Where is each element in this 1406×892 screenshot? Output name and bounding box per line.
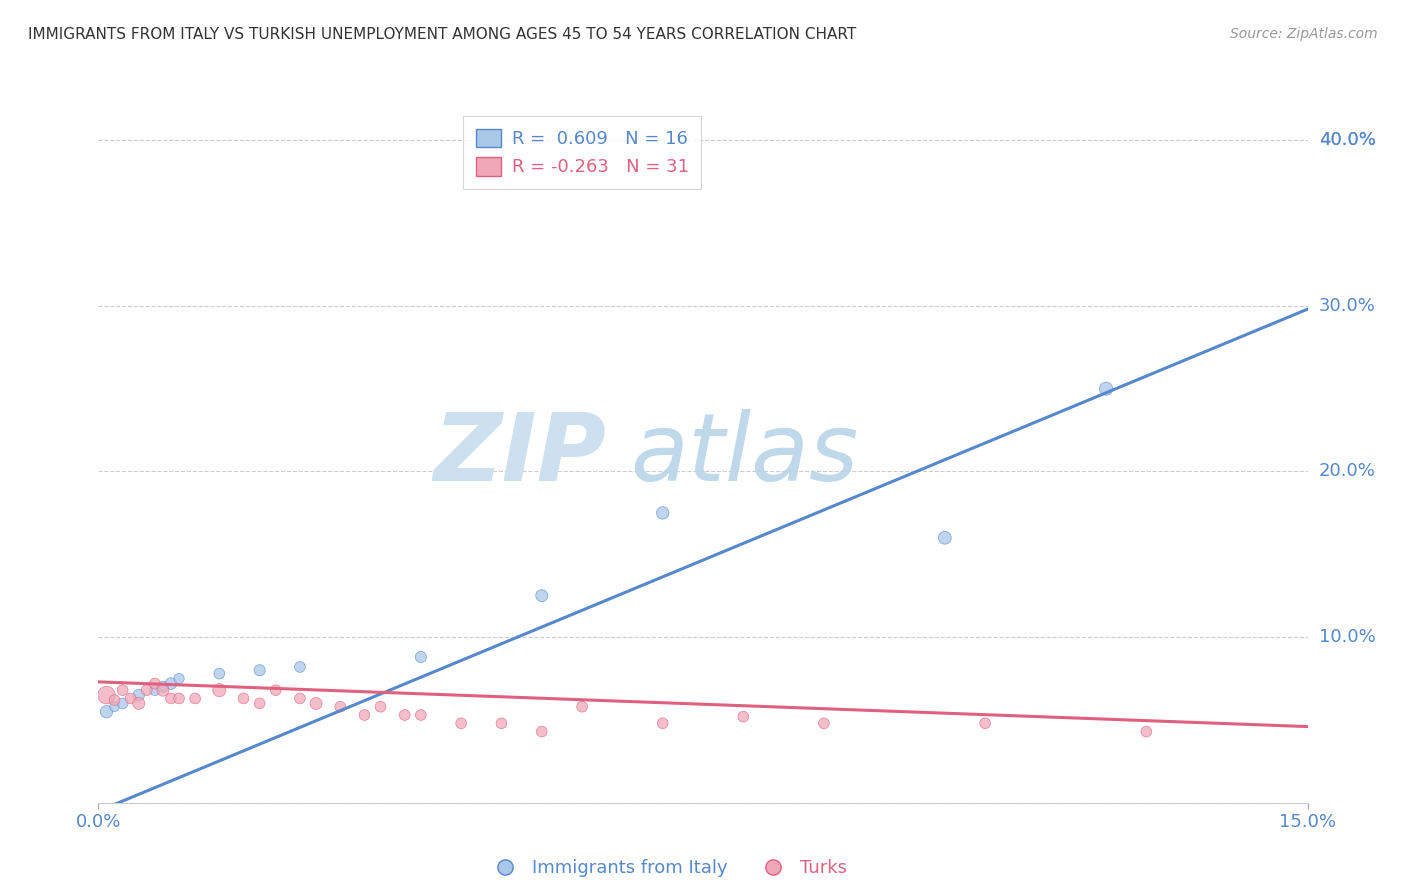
Point bbox=[249, 663, 271, 677]
Point bbox=[167, 691, 190, 706]
Point bbox=[305, 697, 328, 711]
Text: 40.0%: 40.0% bbox=[1319, 131, 1375, 149]
Point bbox=[530, 589, 553, 603]
Point bbox=[571, 699, 593, 714]
Point bbox=[264, 683, 287, 698]
Text: 20.0%: 20.0% bbox=[1319, 462, 1375, 481]
Point bbox=[651, 716, 673, 731]
Point bbox=[288, 660, 311, 674]
Point bbox=[184, 691, 207, 706]
Point bbox=[103, 693, 125, 707]
Point bbox=[813, 716, 835, 731]
Point bbox=[143, 683, 166, 698]
Point bbox=[1095, 382, 1118, 396]
Point bbox=[160, 676, 183, 690]
Point bbox=[208, 683, 231, 698]
Point bbox=[111, 683, 134, 698]
Text: ZIP: ZIP bbox=[433, 409, 606, 501]
Point bbox=[96, 705, 118, 719]
Point bbox=[152, 680, 174, 694]
Point bbox=[450, 716, 472, 731]
Point bbox=[370, 699, 392, 714]
Text: Source: ZipAtlas.com: Source: ZipAtlas.com bbox=[1230, 27, 1378, 41]
Point bbox=[1135, 724, 1157, 739]
Text: atlas: atlas bbox=[630, 409, 859, 500]
Point bbox=[651, 506, 673, 520]
Point bbox=[353, 708, 375, 723]
Point bbox=[120, 691, 142, 706]
Text: 30.0%: 30.0% bbox=[1319, 297, 1375, 315]
Legend: Immigrants from Italy, Turks: Immigrants from Italy, Turks bbox=[479, 852, 853, 884]
Point bbox=[167, 672, 190, 686]
Point bbox=[974, 716, 997, 731]
Point bbox=[329, 699, 352, 714]
Point bbox=[111, 697, 134, 711]
Point bbox=[208, 666, 231, 681]
Point bbox=[103, 699, 125, 714]
Point bbox=[96, 688, 118, 702]
Text: 40.0%: 40.0% bbox=[1319, 131, 1375, 149]
Point bbox=[934, 531, 956, 545]
Point bbox=[128, 697, 150, 711]
Text: 10.0%: 10.0% bbox=[1319, 628, 1375, 646]
Point bbox=[491, 716, 513, 731]
Point bbox=[409, 708, 432, 723]
Point bbox=[394, 708, 416, 723]
Text: IMMIGRANTS FROM ITALY VS TURKISH UNEMPLOYMENT AMONG AGES 45 TO 54 YEARS CORRELAT: IMMIGRANTS FROM ITALY VS TURKISH UNEMPLO… bbox=[28, 27, 856, 42]
Point bbox=[232, 691, 254, 706]
Point bbox=[152, 683, 174, 698]
Point bbox=[733, 709, 755, 723]
Point bbox=[288, 691, 311, 706]
Point bbox=[409, 650, 432, 665]
Point bbox=[160, 691, 183, 706]
Point bbox=[135, 683, 157, 698]
Point bbox=[530, 724, 553, 739]
Point bbox=[249, 697, 271, 711]
Point bbox=[128, 688, 150, 702]
Point bbox=[143, 676, 166, 690]
